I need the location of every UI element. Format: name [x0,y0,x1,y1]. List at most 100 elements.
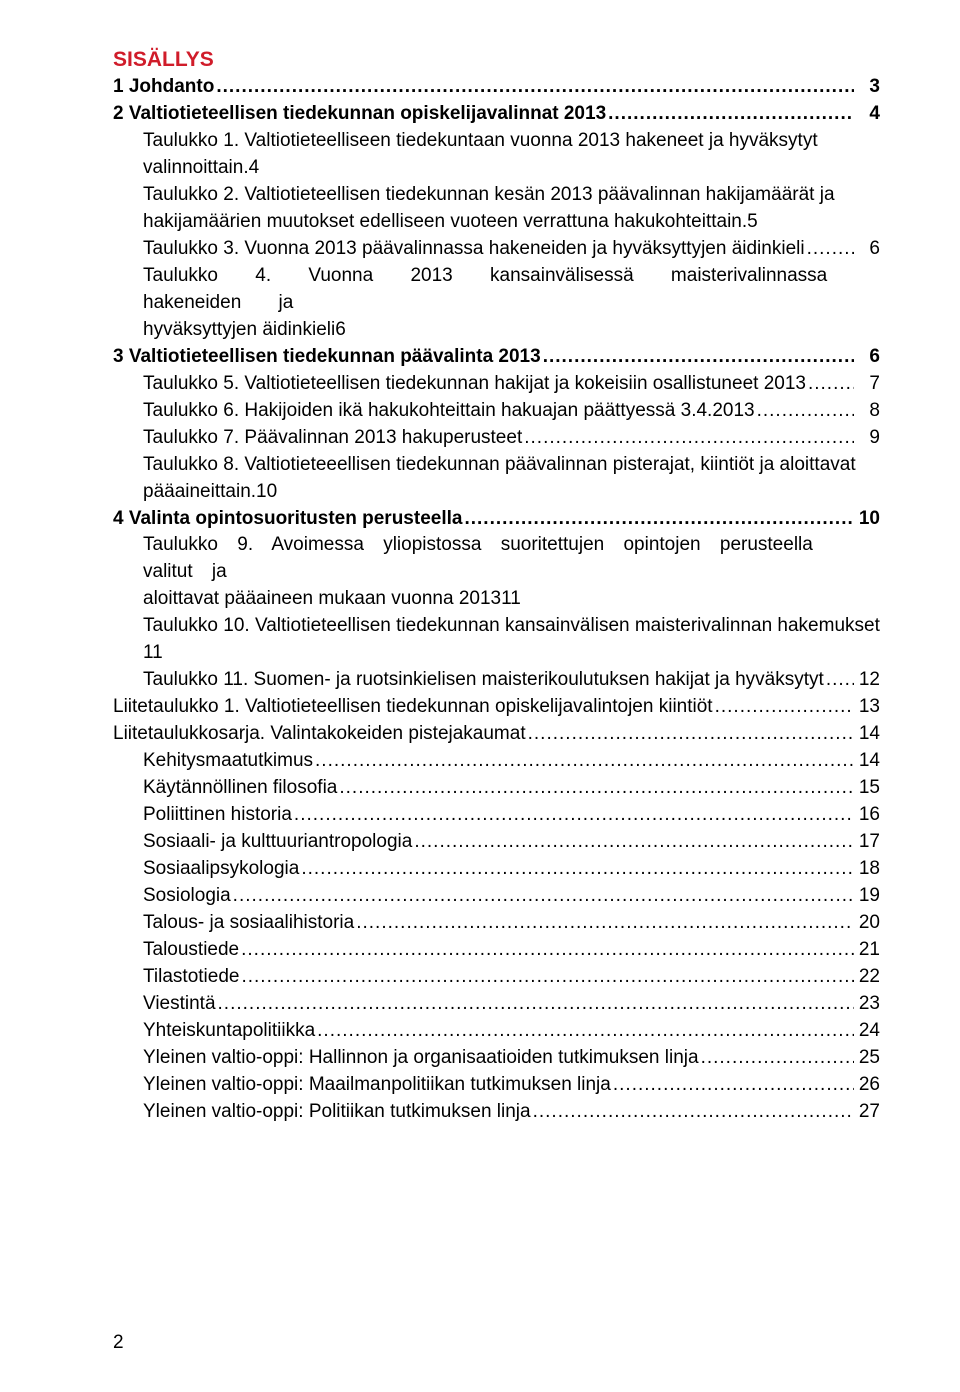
toc-entry: 2 Valtiotieteellisen tiedekunnan opiskel… [113,101,880,128]
toc-entry: Taulukko 4. Vuonna 2013 kansainvälisessä… [113,263,880,344]
toc-entry: Taulukko 2. Valtiotieteellisen tiedekunn… [113,182,880,236]
toc-entry-page: 18 [856,856,880,883]
toc-leader-dots [808,371,854,398]
toc-entry-label: Taulukko 10. Valtiotieteellisen tiedekun… [143,613,880,640]
page-number: 2 [113,1332,124,1354]
toc-entry-label: Tilastotiede [143,964,239,991]
toc-leader-dots [608,101,854,128]
toc-entry-page: 6 [856,344,880,371]
toc-entry-page: 3 [856,74,880,101]
toc-entry: Viestintä 23 [113,991,880,1018]
toc-leader-dots [218,991,854,1018]
toc-entry-label: Taulukko 9. Avoimessa yliopistossa suori… [143,532,880,586]
toc-leader-dots [613,1072,854,1099]
toc-entry: Sosiaali- ja kulttuuriantropologia 17 [113,829,880,856]
toc-entry-page: 15 [856,775,880,802]
toc-entry-label: Yhteiskuntapolitiikka [143,1018,315,1045]
toc-entry-label: Taloustiede [143,937,239,964]
toc-entry-label: 2 Valtiotieteellisen tiedekunnan opiskel… [113,101,606,128]
toc-entry-page: 23 [856,991,880,1018]
toc-leader-dots [807,236,854,263]
toc-entry-page: 13 [856,694,880,721]
toc-entry: Talous- ja sosiaalihistoria 20 [113,910,880,937]
toc-entry-label: 4 Valinta opintosuoritusten perusteella [113,506,462,533]
toc-entry-label-cont: valinnoittain. [143,155,249,182]
toc-entry-page: 11 [143,640,163,667]
toc-entry: Taulukko 5. Valtiotieteellisen tiedekunn… [113,371,880,398]
toc-leader-dots [543,344,854,371]
toc-entry: Taulukko 1. Valtiotieteelliseen tiedekun… [113,128,880,182]
toc-entry-page: 6 [335,317,346,344]
toc-entry-page: 4 [856,101,880,128]
toc-entry-page: 9 [856,425,880,452]
toc-leader-dots [294,802,854,829]
toc-leader-dots [414,829,854,856]
toc-page: SISÄLLYS 1 Johdanto 32 Valtiotieteellise… [0,0,960,1392]
toc-entry: Sosiaalipsykologia 18 [113,856,880,883]
toc-entry-page: 11 [501,586,521,613]
toc-entry-label: Käytännöllinen filosofia [143,775,337,802]
toc-entry-page: 19 [856,883,880,910]
toc-entry-page: 26 [856,1072,880,1099]
toc-leader-dots [356,910,854,937]
toc-entry: Taulukko 9. Avoimessa yliopistossa suori… [113,532,880,613]
toc-entry-page: 16 [856,802,880,829]
toc-entry: Taulukko 8. Valtiotieteeellisen tiedekun… [113,452,880,506]
toc-entry-lastline: hyväksyttyjen äidinkieli 6 [143,317,880,344]
toc-entry-label: Taulukko 2. Valtiotieteellisen tiedekunn… [143,182,880,209]
toc-leader-dots [528,721,854,748]
toc-leader-dots [339,775,854,802]
toc-entry: Poliittinen historia 16 [113,802,880,829]
toc-entry-label-cont: pääaineittain. [143,479,256,506]
toc-entry-label: Taulukko 6. Hakijoiden ikä hakukohteitta… [143,398,755,425]
toc-leader-dots [233,883,854,910]
toc-entry: Liitetaulukkosarja. Valintakokeiden pist… [113,721,880,748]
toc-entry: Käytännöllinen filosofia 15 [113,775,880,802]
toc-leader-dots [524,425,854,452]
toc-entry-page: 14 [856,748,880,775]
toc-entry: 3 Valtiotieteellisen tiedekunnan päävali… [113,344,880,371]
toc-entry-lastline: hakijamäärien muutokset edelliseen vuote… [143,209,880,236]
toc-entry-label: Taulukko 4. Vuonna 2013 kansainvälisessä… [143,263,880,317]
toc-entry: Yleinen valtio-oppi: Hallinnon ja organi… [113,1045,880,1072]
toc-entry-label: Sosiologia [143,883,231,910]
toc-entry-page: 8 [856,398,880,425]
toc-entry: Kehitysmaatutkimus 14 [113,748,880,775]
toc-entry: Taulukko 3. Vuonna 2013 päävalinnassa ha… [113,236,880,263]
toc-entry-page: 25 [856,1045,880,1072]
toc-entry-label: Poliittinen historia [143,802,292,829]
toc-entry-label: Talous- ja sosiaalihistoria [143,910,354,937]
toc-entry-label: Kehitysmaatutkimus [143,748,313,775]
toc-leader-dots [757,398,854,425]
toc-entry-label: Sosiaali- ja kulttuuriantropologia [143,829,412,856]
toc-entry-lastline: 11 [143,640,880,667]
toc-entry: Taulukko 6. Hakijoiden ikä hakukohteitta… [113,398,880,425]
toc-entry-page: 17 [856,829,880,856]
toc-entry-label: Yleinen valtio-oppi: Maailmanpolitiikan … [143,1072,611,1099]
toc-entry-label: Liitetaulukkosarja. Valintakokeiden pist… [113,721,526,748]
toc-entry-page: 27 [856,1099,880,1126]
toc-entry: Tilastotiede 22 [113,964,880,991]
toc-entry: Yhteiskuntapolitiikka 24 [113,1018,880,1045]
toc-entry: Taulukko 10. Valtiotieteellisen tiedekun… [113,613,880,667]
toc-entry-page: 20 [856,910,880,937]
toc-entry-page: 7 [856,371,880,398]
toc-entry: Taulukko 7. Päävalinnan 2013 hakuperuste… [113,425,880,452]
toc-leader-dots [701,1045,854,1072]
toc-leader-dots [533,1099,854,1126]
toc-leader-dots [315,748,854,775]
toc-entry-label-cont: hyväksyttyjen äidinkieli [143,317,335,344]
toc-entry: Taulukko 11. Suomen- ja ruotsinkielisen … [113,667,880,694]
toc-leader-dots [715,694,854,721]
toc-entry: 1 Johdanto 3 [113,74,880,101]
toc-entry-page: 10 [856,506,880,533]
toc-entry-lastline: valinnoittain. 4 [143,155,880,182]
toc-leader-dots [216,74,854,101]
toc-entry-label: Taulukko 11. Suomen- ja ruotsinkielisen … [143,667,824,694]
toc-entry-label: Yleinen valtio-oppi: Hallinnon ja organi… [143,1045,699,1072]
toc-title: SISÄLLYS [113,48,880,72]
toc-entry-page: 22 [856,964,880,991]
toc-entry-page: 21 [856,937,880,964]
toc-entry-label: Yleinen valtio-oppi: Politiikan tutkimuk… [143,1099,531,1126]
toc-container: 1 Johdanto 32 Valtiotieteellisen tiedeku… [113,74,880,1126]
